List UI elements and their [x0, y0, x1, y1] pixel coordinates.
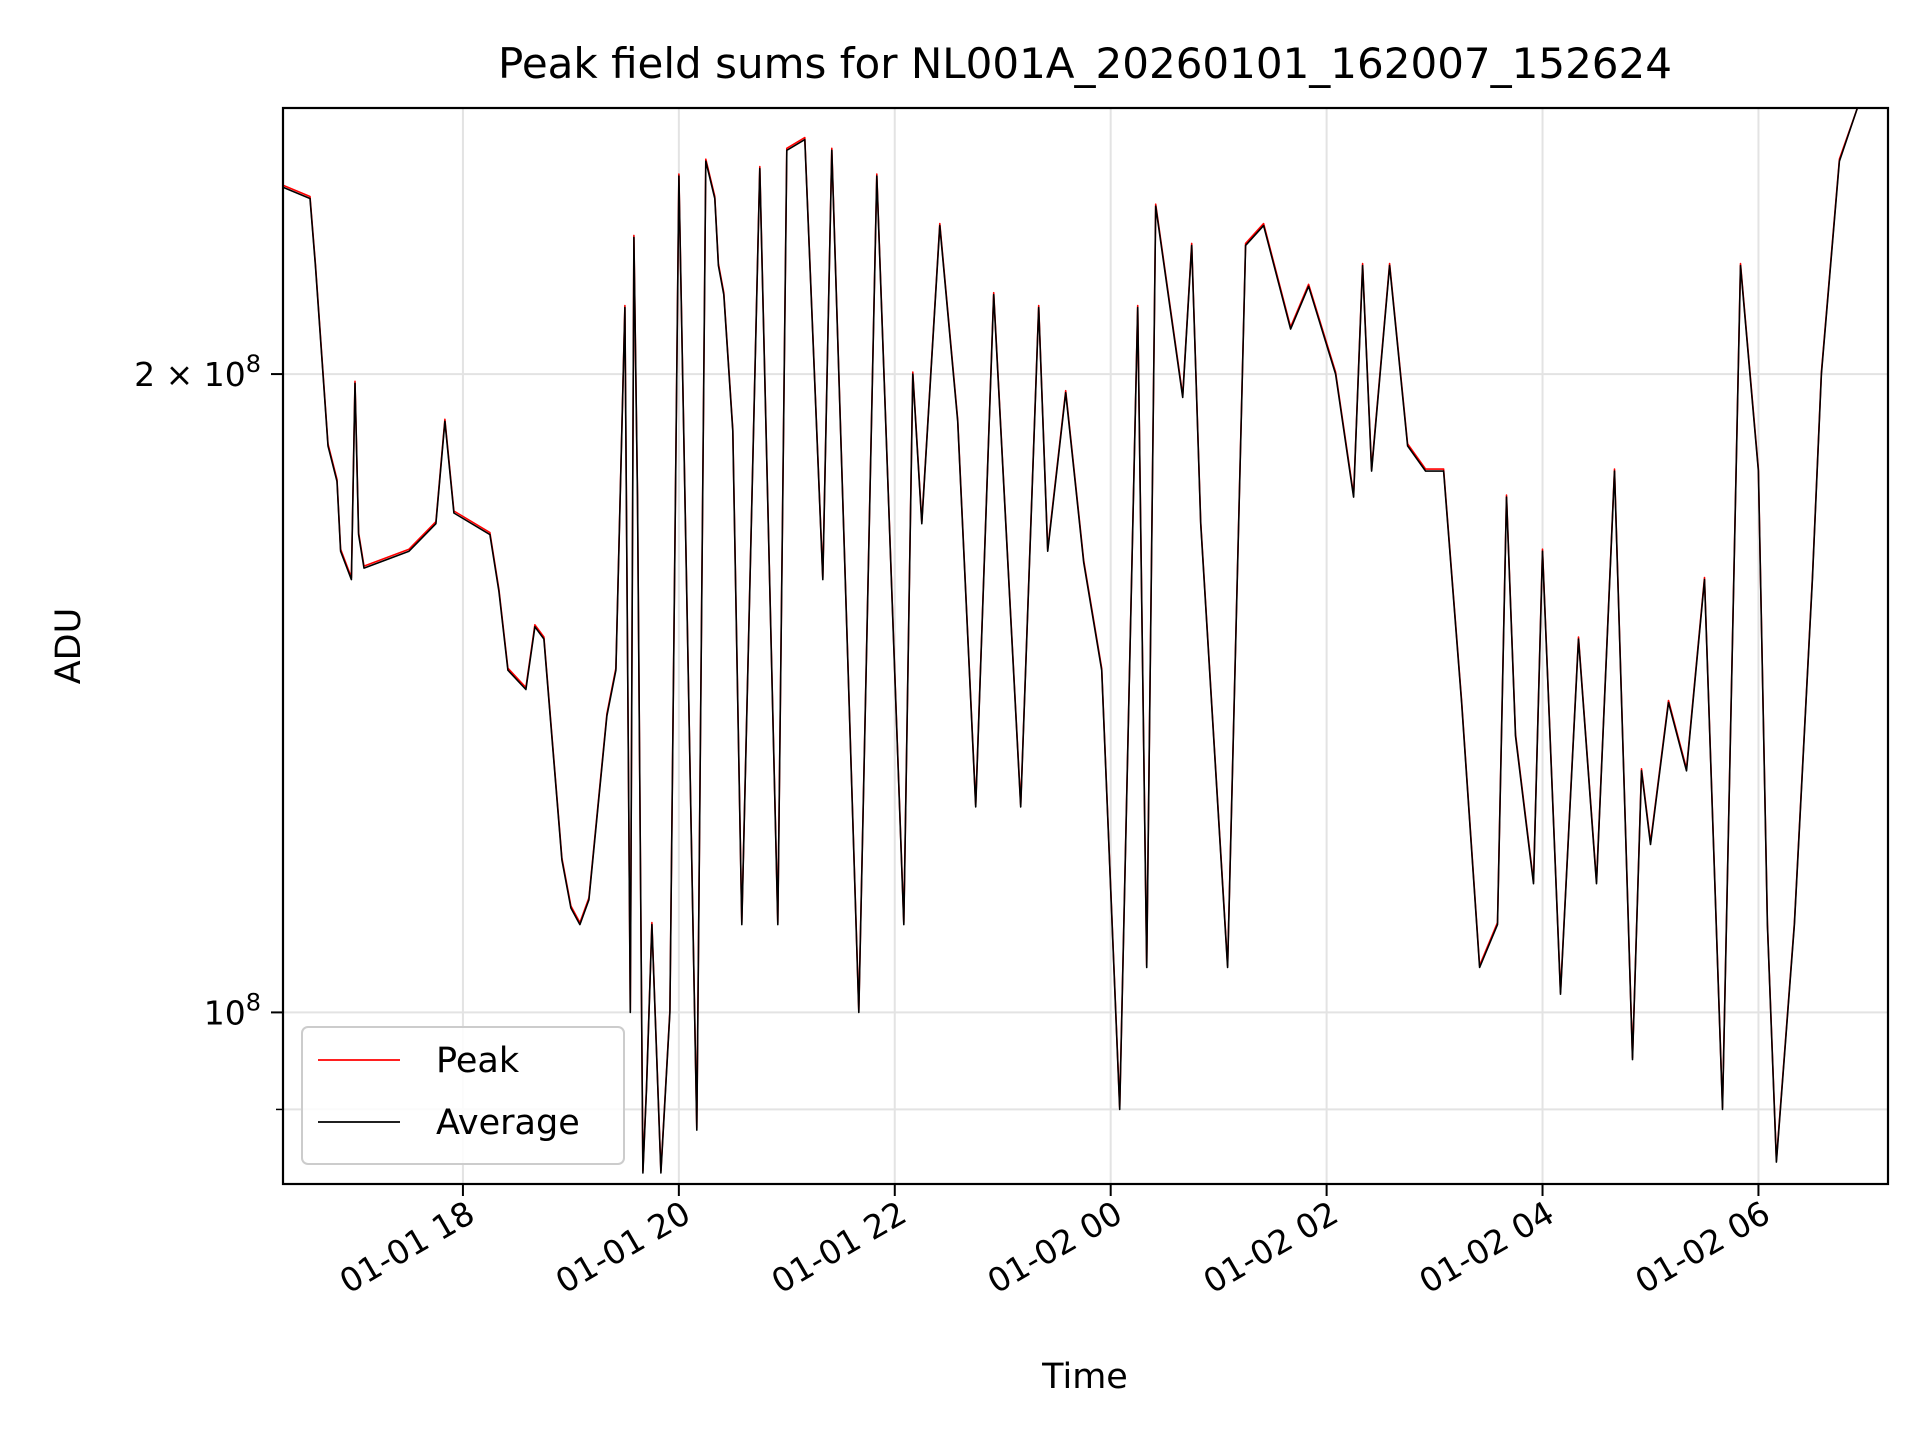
legend-average-label: Average	[436, 1103, 580, 1143]
y-tick-exponent: 8	[246, 350, 261, 378]
series-layer	[282, 107, 1859, 1174]
y-tick-base: 10	[204, 993, 246, 1032]
legend: Peak Average	[301, 1026, 625, 1165]
y-tick-label: 108	[204, 988, 261, 1032]
chart-title: Peak field sums for NL001A_20260101_1620…	[498, 39, 1672, 88]
y-axis-label: ADU	[49, 608, 89, 685]
y-tick-base: 2 × 10	[134, 355, 246, 394]
grid	[283, 108, 1888, 1184]
y-tick-label: 2 × 108	[134, 350, 261, 394]
legend-box	[301, 1026, 625, 1165]
legend-peak-label: Peak	[436, 1041, 520, 1081]
series-line-average	[282, 107, 1859, 1174]
y-tick-exponent: 8	[246, 988, 261, 1016]
x-axis-label: Time	[1041, 1357, 1128, 1397]
plot-area-frame	[281, 106, 1890, 1186]
